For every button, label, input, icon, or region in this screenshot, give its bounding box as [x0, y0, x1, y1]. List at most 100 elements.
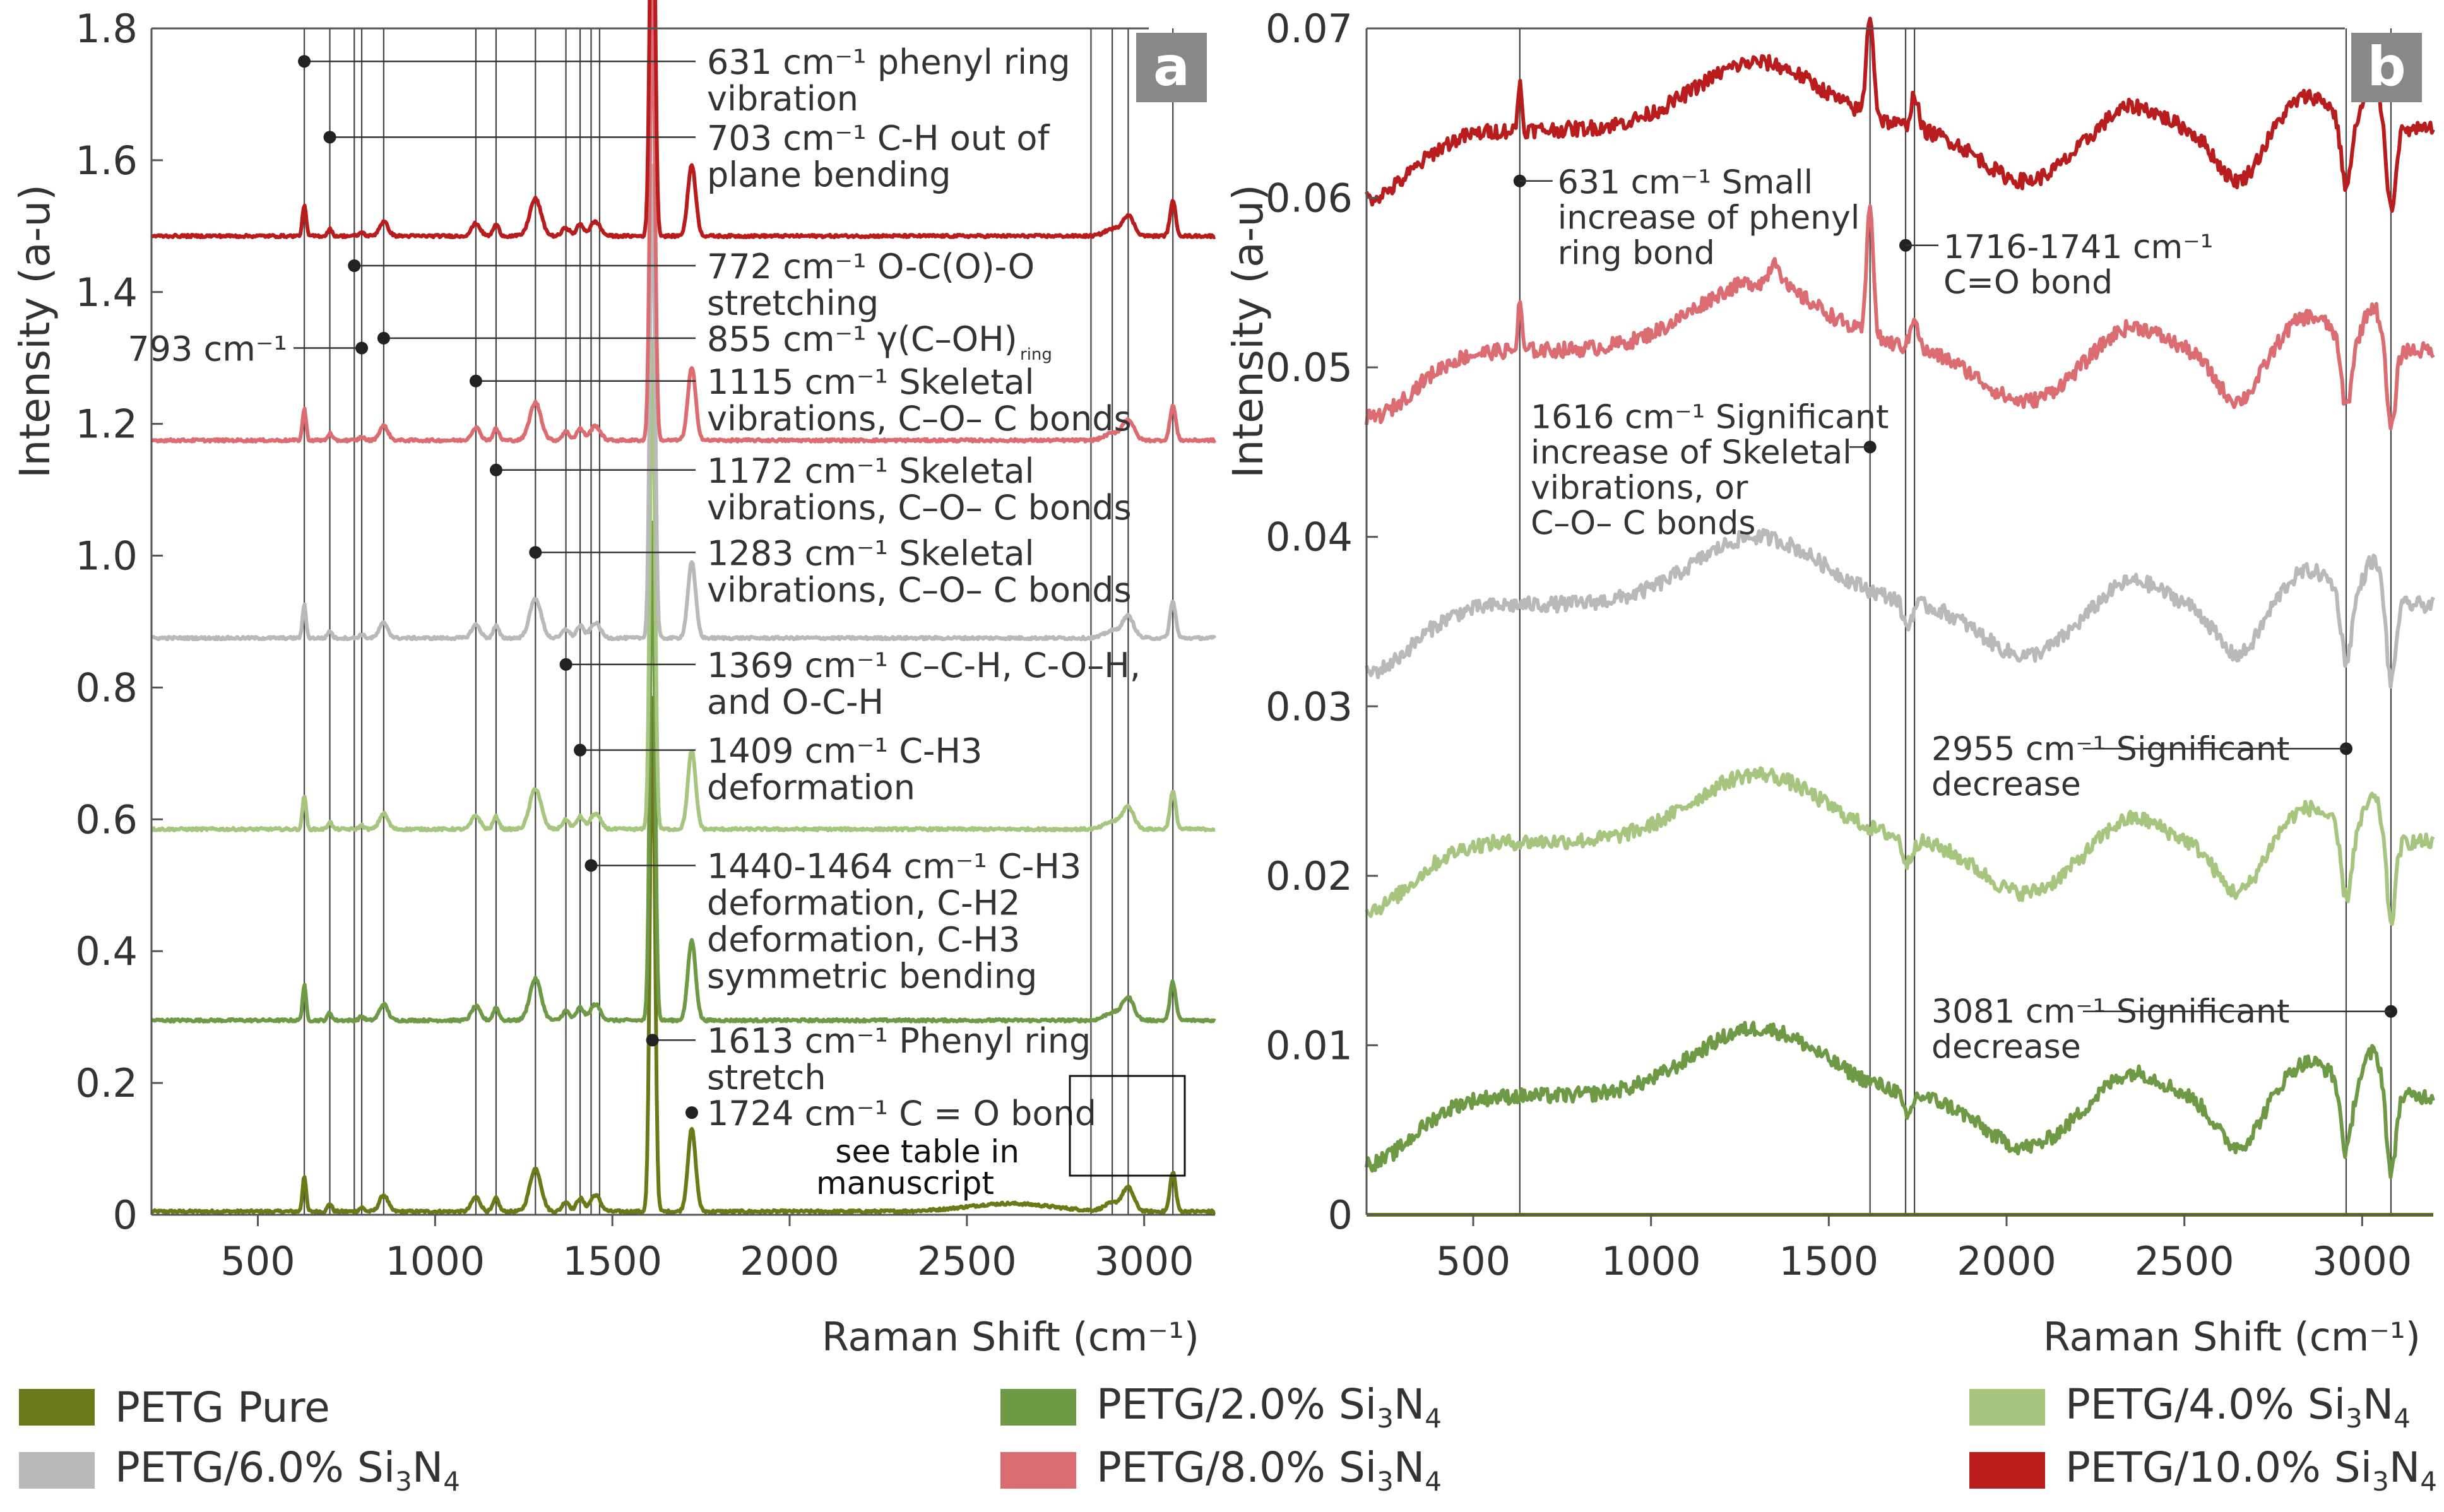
- annotation-text: 1409 cm⁻¹ C-H3: [707, 731, 982, 771]
- x-tick-label: 1500: [1779, 1238, 1878, 1284]
- annotation-text: vibrations, C–O– C bonds: [707, 399, 1132, 439]
- legend-swatch: [19, 1389, 95, 1426]
- table-note-text: see table in: [835, 1133, 1019, 1170]
- series-line: [1365, 766, 2435, 926]
- annotation-text: ring bond: [1558, 235, 1715, 273]
- annotation-text: 631 cm⁻¹ phenyl ring: [707, 42, 1071, 82]
- legend-label: PETG/10.0% Si3N4: [2065, 1443, 2437, 1497]
- annotation-dot: [323, 131, 336, 144]
- series-line: [150, 695, 1216, 1215]
- series-line: [150, 0, 1217, 444]
- legend-label: PETG/6.0% Si3N4: [115, 1443, 460, 1497]
- series-line: [1365, 204, 2435, 430]
- legend-label: PETG Pure: [115, 1383, 330, 1432]
- x-axis-label: Raman Shift (cm⁻¹): [822, 1314, 1199, 1360]
- panel-badge-label: a: [1153, 35, 1190, 98]
- y-tick-label: 0.02: [1266, 853, 1353, 899]
- x-axis-label: Raman Shift (cm⁻¹): [2043, 1314, 2421, 1360]
- annotation-text: 1115 cm⁻¹ Skeletal: [707, 362, 1035, 402]
- table-note-box: [1069, 1075, 1186, 1177]
- annotation-text: 1716-1741 cm⁻¹: [1943, 228, 2214, 266]
- y-tick-label: 1.8: [75, 6, 138, 52]
- annotation-text: vibration: [707, 79, 858, 119]
- panel-a-chart: 0 0.2 0.4 0.6 0.8 1.0 1.2 1.4 1.6 1.8 500 1000 1500 2…: [11, 0, 1217, 1360]
- x-tick-label: 2500: [917, 1238, 1017, 1284]
- y-axis-label: Intensity (a-u): [1224, 184, 1272, 478]
- annotation-text: 1369 cm⁻¹ C–C-H, C-O–H,: [707, 646, 1141, 685]
- annotation-dot: [584, 859, 598, 872]
- annotation-text: symmetric bending: [707, 956, 1037, 996]
- annotation-dot: [298, 55, 311, 68]
- annotation-text: 1172 cm⁻¹ Skeletal: [707, 451, 1035, 491]
- annotation-text: vibrations, C–O– C bonds: [707, 488, 1132, 528]
- series-line: [150, 0, 1216, 240]
- annotation-text: vibrations, or: [1531, 469, 1748, 507]
- annotation-text: 1440-1464 cm⁻¹ C-H3: [707, 846, 1081, 886]
- x-tick-label: 1500: [562, 1238, 662, 1284]
- annotation-dot: [377, 331, 390, 345]
- legend-item-petg-8: PETG/8.0% Si3N4: [1000, 1442, 1442, 1499]
- panel-b-chart: 0 0.01 0.02 0.03 0.04 0.05 0.06 0.07 500 1000 1500…: [1224, 6, 2435, 1360]
- x-tick-label: 1000: [385, 1238, 485, 1284]
- annotation-text: C–O– C bonds: [1531, 504, 1755, 542]
- series-line: [1365, 528, 2435, 689]
- legend-item-petg-4: PETG/4.0% Si3N4: [1969, 1379, 2411, 1436]
- table-note-text: manuscript: [816, 1165, 994, 1202]
- legend-swatch: [1000, 1389, 1076, 1426]
- legend-swatch: [1969, 1452, 2045, 1489]
- y-tick-label: 0.8: [75, 664, 138, 711]
- annotation-text: 703 cm⁻¹ C-H out of: [707, 118, 1050, 158]
- panel-badge-label: b: [2367, 35, 2406, 98]
- annotation-text: 793 cm⁻¹: [128, 329, 287, 369]
- legend-swatch: [19, 1452, 95, 1489]
- annotation-text: 855 cm⁻¹ γ(C–OH): [707, 319, 1017, 359]
- annotation-text: 1616 cm⁻¹ Significant: [1531, 398, 1889, 436]
- x-tick-label: 500: [220, 1238, 295, 1284]
- annotation-text: 1283 cm⁻¹ Skeletal: [707, 533, 1035, 573]
- legend: PETG Pure PETG/2.0% Si3N4 PETG/4.0% Si3N…: [0, 1379, 2444, 1512]
- annotation-text: vibrations, C–O– C bonds: [707, 570, 1132, 610]
- x-tick-label: 3000: [2312, 1238, 2412, 1284]
- annotation-text: increase of phenyl: [1558, 199, 1860, 237]
- legend-item-petg-pure: PETG Pure: [19, 1379, 330, 1436]
- series-line: [150, 338, 1216, 833]
- y-tick-label: 1.0: [75, 533, 138, 579]
- x-tick-label: 2500: [2135, 1238, 2234, 1284]
- annotation-dot: [574, 743, 587, 757]
- annotation-dot: [489, 463, 502, 476]
- x-tick-label: 2000: [1957, 1238, 2056, 1284]
- series-line: [1365, 16, 2435, 213]
- y-tick-label: 0.4: [75, 928, 138, 974]
- annotation-text: increase of Skeletal: [1531, 434, 1852, 471]
- legend-label: PETG/4.0% Si3N4: [2065, 1380, 2411, 1434]
- annotation-dot: [559, 658, 572, 671]
- y-tick-label: 1.6: [75, 138, 138, 184]
- series-line: [150, 163, 1217, 642]
- y-tick-label: 1.4: [75, 269, 138, 316]
- annotation-text: 2955 cm⁻¹ Significant: [1931, 730, 2289, 768]
- legend-label: PETG/8.0% Si3N4: [1096, 1443, 1442, 1497]
- y-tick-label: 0: [113, 1192, 138, 1238]
- y-tick-label: 0.05: [1266, 345, 1353, 391]
- annotation-dot: [355, 341, 369, 355]
- annotation-text: 3081 cm⁻¹ Significant: [1931, 993, 2289, 1031]
- annotation-dot: [685, 1106, 698, 1119]
- y-tick-label: 0.6: [75, 796, 138, 842]
- y-tick-label: 0.07: [1266, 6, 1353, 52]
- y-tick-label: 0.2: [75, 1060, 138, 1106]
- panel-badge: [2351, 33, 2422, 102]
- y-tick-label: 0.01: [1266, 1022, 1353, 1068]
- y-tick-label: 1.2: [75, 401, 138, 447]
- legend-swatch: [1000, 1452, 1076, 1489]
- panel-badge: [1136, 33, 1207, 102]
- annotation-text: 631 cm⁻¹ Small: [1558, 164, 1813, 202]
- annotation-text: and O-C-H: [707, 682, 884, 722]
- x-tick-label: 1000: [1601, 1238, 1701, 1284]
- legend-label: PETG/2.0% Si3N4: [1096, 1380, 1442, 1434]
- annotation-text: 772 cm⁻¹ O-C(O)-O: [707, 247, 1035, 286]
- annotation-dot: [646, 1034, 659, 1047]
- annotation-text: C=O bond: [1943, 264, 2113, 302]
- annotation-dot: [348, 259, 361, 272]
- annotation-text: deformation: [707, 768, 915, 808]
